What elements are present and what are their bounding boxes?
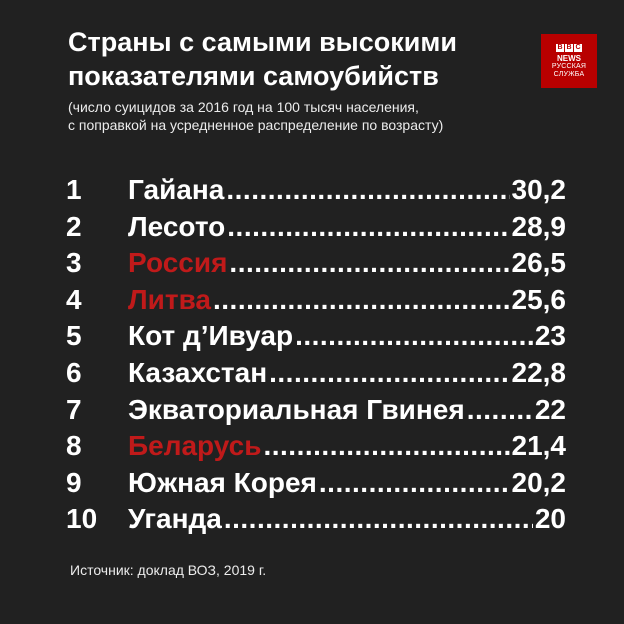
table-row: 2 Лесото 28,9 (66, 209, 566, 246)
country-label: Казахстан (128, 356, 268, 388)
bbc-logo-russian: РУССКАЯ (551, 62, 587, 70)
table-row: 3 Россия 26,5 (66, 245, 566, 282)
bbc-logo-boxes: B B C (556, 43, 582, 52)
value-label: 30,2 (511, 174, 567, 205)
rank-label: 10 (66, 503, 98, 535)
subtitle-line-1: (число суицидов за 2016 год на 100 тысяч… (68, 99, 419, 115)
value-label: 20,2 (511, 466, 567, 498)
ranking-table: 1 Гайана 30,2 2 Лесото 28,9 3 Россия 26,5 4 Литва 2… (66, 172, 566, 538)
source-note: Источник: доклад ВОЗ, 2019 г. (70, 562, 267, 578)
subtitle-line-2: с поправкой на усредненное распределение… (68, 117, 444, 133)
rank-label: 8 (66, 430, 82, 462)
rank-label: 4 (66, 283, 82, 315)
rank-label: 7 (66, 393, 82, 425)
value-label: 22 (534, 393, 566, 425)
table-row: 5 Кот д’Ивуар 23 (66, 318, 566, 355)
chart-title: Страны с самыми высокими показателями са… (68, 25, 538, 93)
value-label: 22,8 (511, 356, 567, 388)
dot-leader (269, 355, 509, 391)
dot-leader (263, 428, 509, 464)
table-row: 7 Экваториальная Гвинея 22 (66, 392, 566, 429)
bbc-logo-news: NEWS (557, 53, 581, 63)
bbc-logo-box-1: B (556, 43, 564, 52)
bbc-logo-box-2: B (565, 43, 573, 52)
rank-label: 9 (66, 466, 82, 498)
table-row: 9 Южная Корея 20,2 (66, 465, 566, 502)
rank-label: 5 (66, 320, 82, 352)
rank-label: 1 (66, 174, 82, 205)
bbc-logo-service: СЛУЖБА (553, 70, 585, 78)
table-row: 4 Литва 25,6 (66, 282, 566, 319)
bbc-logo: B B C NEWS РУССКАЯ СЛУЖБА (541, 34, 597, 88)
table-row: 8 Беларусь 21,4 (66, 428, 566, 465)
value-label: 25,6 (511, 283, 567, 315)
dot-leader (213, 282, 510, 318)
country-label: Беларусь (128, 430, 262, 462)
dot-leader (229, 245, 509, 281)
title-line-2: показателями самоубийств (68, 61, 439, 91)
dot-leader (295, 318, 533, 354)
country-label: Уганда (128, 503, 222, 535)
table-row: 10 Уганда 20 (66, 501, 566, 538)
dot-leader (226, 172, 509, 208)
dot-leader (224, 501, 533, 537)
dot-leader (467, 392, 533, 428)
rank-label: 6 (66, 356, 82, 388)
country-label: Гайана (128, 174, 225, 205)
country-label: Кот д’Ивуар (128, 320, 294, 352)
value-label: 23 (534, 320, 566, 352)
title-line-1: Страны с самыми высокими (68, 27, 457, 57)
rank-label: 3 (66, 247, 82, 279)
value-label: 26,5 (511, 247, 567, 279)
country-label: Литва (128, 283, 211, 315)
table-row: 1 Гайана 30,2 (66, 172, 566, 209)
country-label: Россия (128, 247, 228, 279)
value-label: 20 (534, 503, 566, 535)
value-label: 28,9 (511, 210, 567, 242)
dot-leader (319, 465, 510, 501)
value-label: 21,4 (511, 430, 567, 462)
bbc-logo-box-3: C (574, 43, 582, 52)
country-label: Лесото (128, 210, 226, 242)
chart-subtitle: (число суицидов за 2016 год на 100 тысяч… (68, 98, 548, 134)
dot-leader (227, 209, 509, 245)
table-row: 6 Казахстан 22,8 (66, 355, 566, 392)
rank-label: 2 (66, 210, 82, 242)
country-label: Южная Корея (128, 466, 317, 498)
country-label: Экваториальная Гвинея (128, 393, 465, 425)
